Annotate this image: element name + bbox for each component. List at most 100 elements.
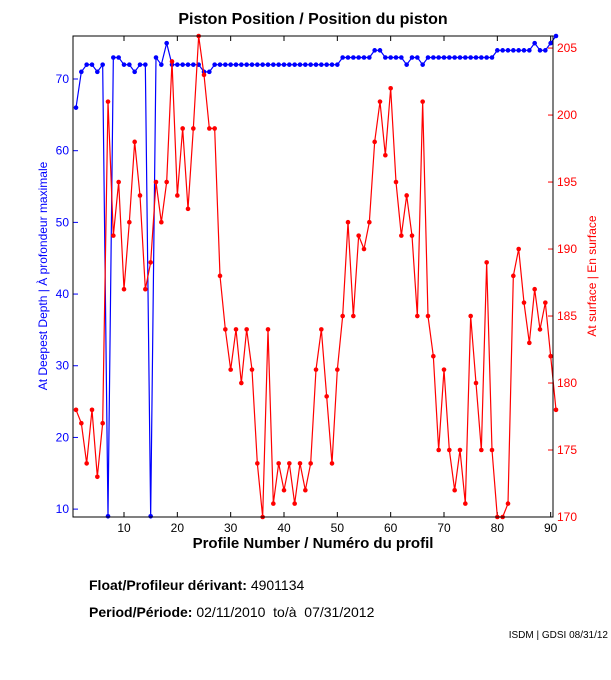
deepest-depth-point — [372, 48, 377, 53]
surface-point — [111, 233, 116, 238]
credit-text: ISDM | GDSI 08/31/12 — [508, 630, 608, 641]
surface-line — [75, 35, 557, 518]
y-left-axis-label: At Deepest Depth | À profondeur maximale — [35, 161, 50, 390]
surface-point — [212, 126, 217, 131]
surface-point — [377, 99, 383, 104]
deepest-depth-point — [521, 48, 527, 53]
surface-point — [329, 461, 335, 466]
surface-point — [367, 219, 372, 225]
x-axis-label: Profile Number / Numéro du profil — [193, 535, 434, 552]
x-tick-label: 90 — [544, 521, 558, 535]
x-tick-label: 60 — [384, 521, 398, 535]
deepest-depth-point — [260, 62, 265, 67]
deepest-depth-point — [313, 62, 319, 67]
deepest-depth-point — [399, 55, 404, 60]
deepest-depth-point — [148, 513, 153, 519]
deepest-depth-point — [244, 62, 249, 67]
surface-point — [287, 461, 292, 466]
deepest-depth-point — [500, 48, 505, 53]
surface-point — [164, 179, 169, 185]
deepest-depth-point — [153, 55, 159, 60]
deepest-depth-point — [409, 55, 415, 60]
surface-point — [399, 233, 404, 238]
surface-point — [207, 126, 212, 131]
surface-point — [335, 367, 340, 372]
deepest-depth-point — [335, 62, 340, 67]
surface-point — [511, 273, 516, 279]
surface-point — [265, 327, 271, 332]
surface-point — [143, 286, 148, 292]
deepest-depth-point — [468, 55, 473, 60]
surface-point — [468, 313, 473, 319]
float-label: Float/Profileur dérivant: — [89, 577, 247, 593]
surface-point — [479, 447, 484, 453]
y-right-tick-label: 185 — [557, 309, 577, 323]
surface-point — [516, 246, 521, 252]
deepest-depth-point — [297, 62, 303, 67]
deepest-depth-point — [404, 62, 409, 67]
y-right-tick-label: 205 — [557, 41, 577, 55]
x-tick-label: 10 — [117, 521, 131, 535]
plot-frame — [72, 35, 554, 518]
surface-point — [271, 501, 276, 506]
surface-point — [489, 447, 495, 453]
surface-point — [340, 313, 345, 319]
deepest-depth-point — [345, 55, 351, 60]
surface-point — [121, 286, 127, 292]
deepest-depth-point — [319, 62, 324, 67]
deepest-depth-point — [532, 40, 537, 46]
surface-point — [324, 394, 329, 399]
x-tick-label: 70 — [437, 521, 451, 535]
surface-point — [292, 501, 297, 506]
surface-point — [153, 179, 159, 185]
y-right-tick-label: 175 — [557, 443, 577, 457]
surface-point — [159, 219, 164, 225]
surface-point — [89, 407, 95, 413]
surface-point — [452, 487, 457, 493]
deepest-depth-point — [324, 62, 329, 67]
surface-point — [185, 206, 191, 212]
surface-point — [255, 461, 260, 466]
deepest-depth-point — [84, 62, 89, 67]
deepest-depth-point — [180, 62, 185, 67]
deepest-depth-point — [447, 55, 452, 60]
y-left-tick-label: 50 — [56, 215, 70, 229]
deepest-depth-point — [377, 48, 383, 53]
surface-point — [73, 407, 79, 413]
x-tick-label: 50 — [331, 521, 345, 535]
deepest-depth-point — [175, 62, 180, 67]
surface-point — [532, 286, 537, 292]
deepest-depth-point — [239, 62, 244, 67]
deepest-depth-point — [164, 40, 169, 46]
y-left-tick-label: 20 — [56, 430, 70, 444]
deepest-depth-point — [212, 62, 217, 67]
deepest-depth-point — [185, 62, 191, 67]
deepest-depth-point — [100, 62, 105, 67]
surface-point — [431, 353, 436, 359]
deepest-depth-point — [143, 62, 148, 67]
deepest-depth-point — [489, 55, 495, 60]
deepest-depth-point — [463, 55, 468, 60]
surface-point — [249, 367, 255, 372]
surface-point — [383, 152, 388, 158]
deepest-depth-point — [116, 55, 121, 60]
y-right-axis-label: At surface | En surface — [585, 215, 599, 336]
surface-point — [308, 461, 313, 466]
deepest-depth-point — [415, 55, 420, 60]
deepest-depth-point — [495, 48, 500, 53]
surface-point — [521, 300, 527, 305]
deepest-depth-point — [79, 69, 84, 75]
deepest-depth-point — [121, 62, 127, 67]
deepest-depth-point — [217, 62, 223, 67]
deepest-depth-point — [137, 62, 143, 67]
deepest-depth-point — [537, 48, 543, 53]
y-left-tick-label: 40 — [56, 287, 70, 301]
surface-point — [548, 353, 553, 359]
period-value: 02/11/2010 to/à 07/31/2012 — [196, 604, 375, 620]
surface-point — [95, 474, 100, 480]
surface-point — [351, 313, 356, 319]
surface-point — [484, 260, 489, 265]
deepest-depth-point — [484, 55, 489, 60]
